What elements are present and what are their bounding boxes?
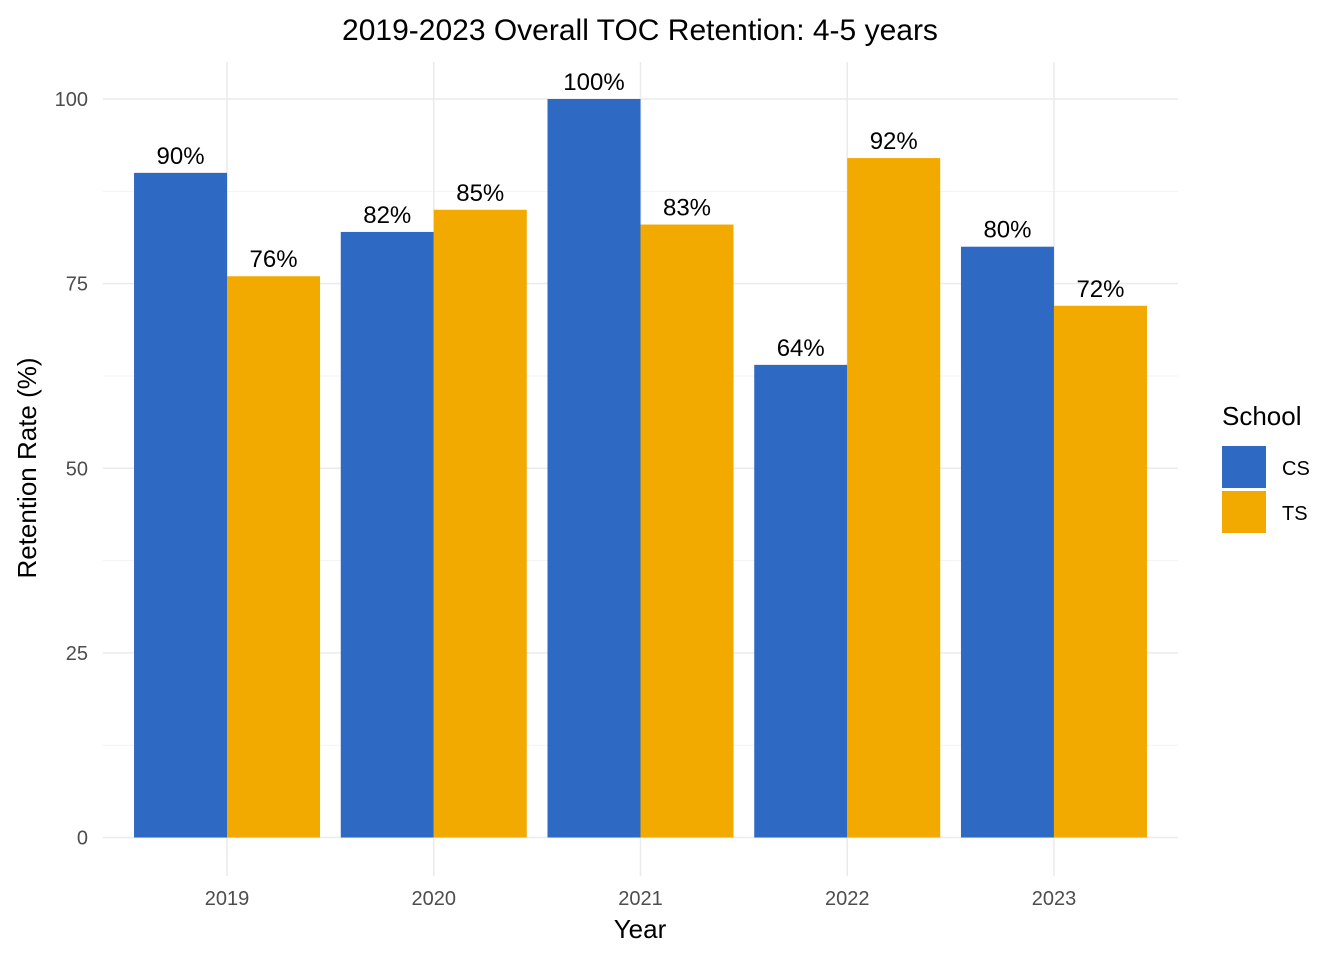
x-tick-label: 2023	[1032, 888, 1077, 910]
bar-ts-2023	[1053, 305, 1147, 838]
y-tick-label: 25	[66, 643, 88, 665]
legend-key-ts	[1222, 491, 1266, 533]
bar-cs-2021	[547, 99, 641, 838]
chart-title: 2019-2023 Overall TOC Retention: 4-5 yea…	[342, 14, 938, 47]
data-label-ts-2022: 92%	[870, 128, 918, 155]
y-tick-label: 100	[55, 89, 88, 111]
bar-ts-2021	[640, 224, 734, 838]
data-labels: 90% 82% 100% 64% 80% 76% 85% 83% 92% 72%	[157, 69, 1125, 362]
y-axis-title: Retention Rate (%)	[12, 357, 42, 578]
bars	[134, 99, 1147, 838]
legend-label-cs: CS	[1282, 458, 1310, 480]
y-tick-label: 50	[66, 458, 88, 480]
data-label-ts-2020: 85%	[456, 180, 504, 207]
data-label-cs-2023: 80%	[983, 217, 1031, 244]
legend-label-ts: TS	[1282, 503, 1308, 525]
bar-cs-2019	[134, 172, 228, 838]
bar-ts-2020	[433, 209, 527, 838]
x-tick-label: 2019	[205, 888, 250, 910]
bar-ts-2022	[847, 158, 941, 838]
bar-ts-2019	[227, 276, 321, 838]
data-label-cs-2020: 82%	[363, 202, 411, 229]
x-tick-label: 2021	[618, 888, 663, 910]
bar-cs-2020	[340, 231, 434, 838]
legend-title: School	[1222, 401, 1302, 431]
y-tick-label: 75	[66, 274, 88, 296]
legend-key-cs	[1222, 446, 1266, 488]
bar-cs-2022	[754, 364, 848, 838]
x-axis-title: Year	[614, 914, 667, 944]
legend: School CS TS	[1222, 401, 1310, 533]
data-label-cs-2022: 64%	[777, 335, 825, 362]
axes: 0 25 50 75 100 2019 2020 2021 2022 2023	[55, 89, 1077, 910]
x-tick-label: 2020	[412, 888, 457, 910]
data-label-ts-2021: 83%	[663, 195, 711, 222]
data-label-ts-2023: 72%	[1076, 276, 1124, 303]
data-label-ts-2019: 76%	[250, 246, 298, 273]
bar-cs-2023	[960, 246, 1054, 838]
x-tick-label: 2022	[825, 888, 870, 910]
y-tick-label: 0	[77, 828, 88, 850]
data-label-cs-2021: 100%	[563, 69, 624, 96]
data-label-cs-2019: 90%	[157, 143, 205, 170]
